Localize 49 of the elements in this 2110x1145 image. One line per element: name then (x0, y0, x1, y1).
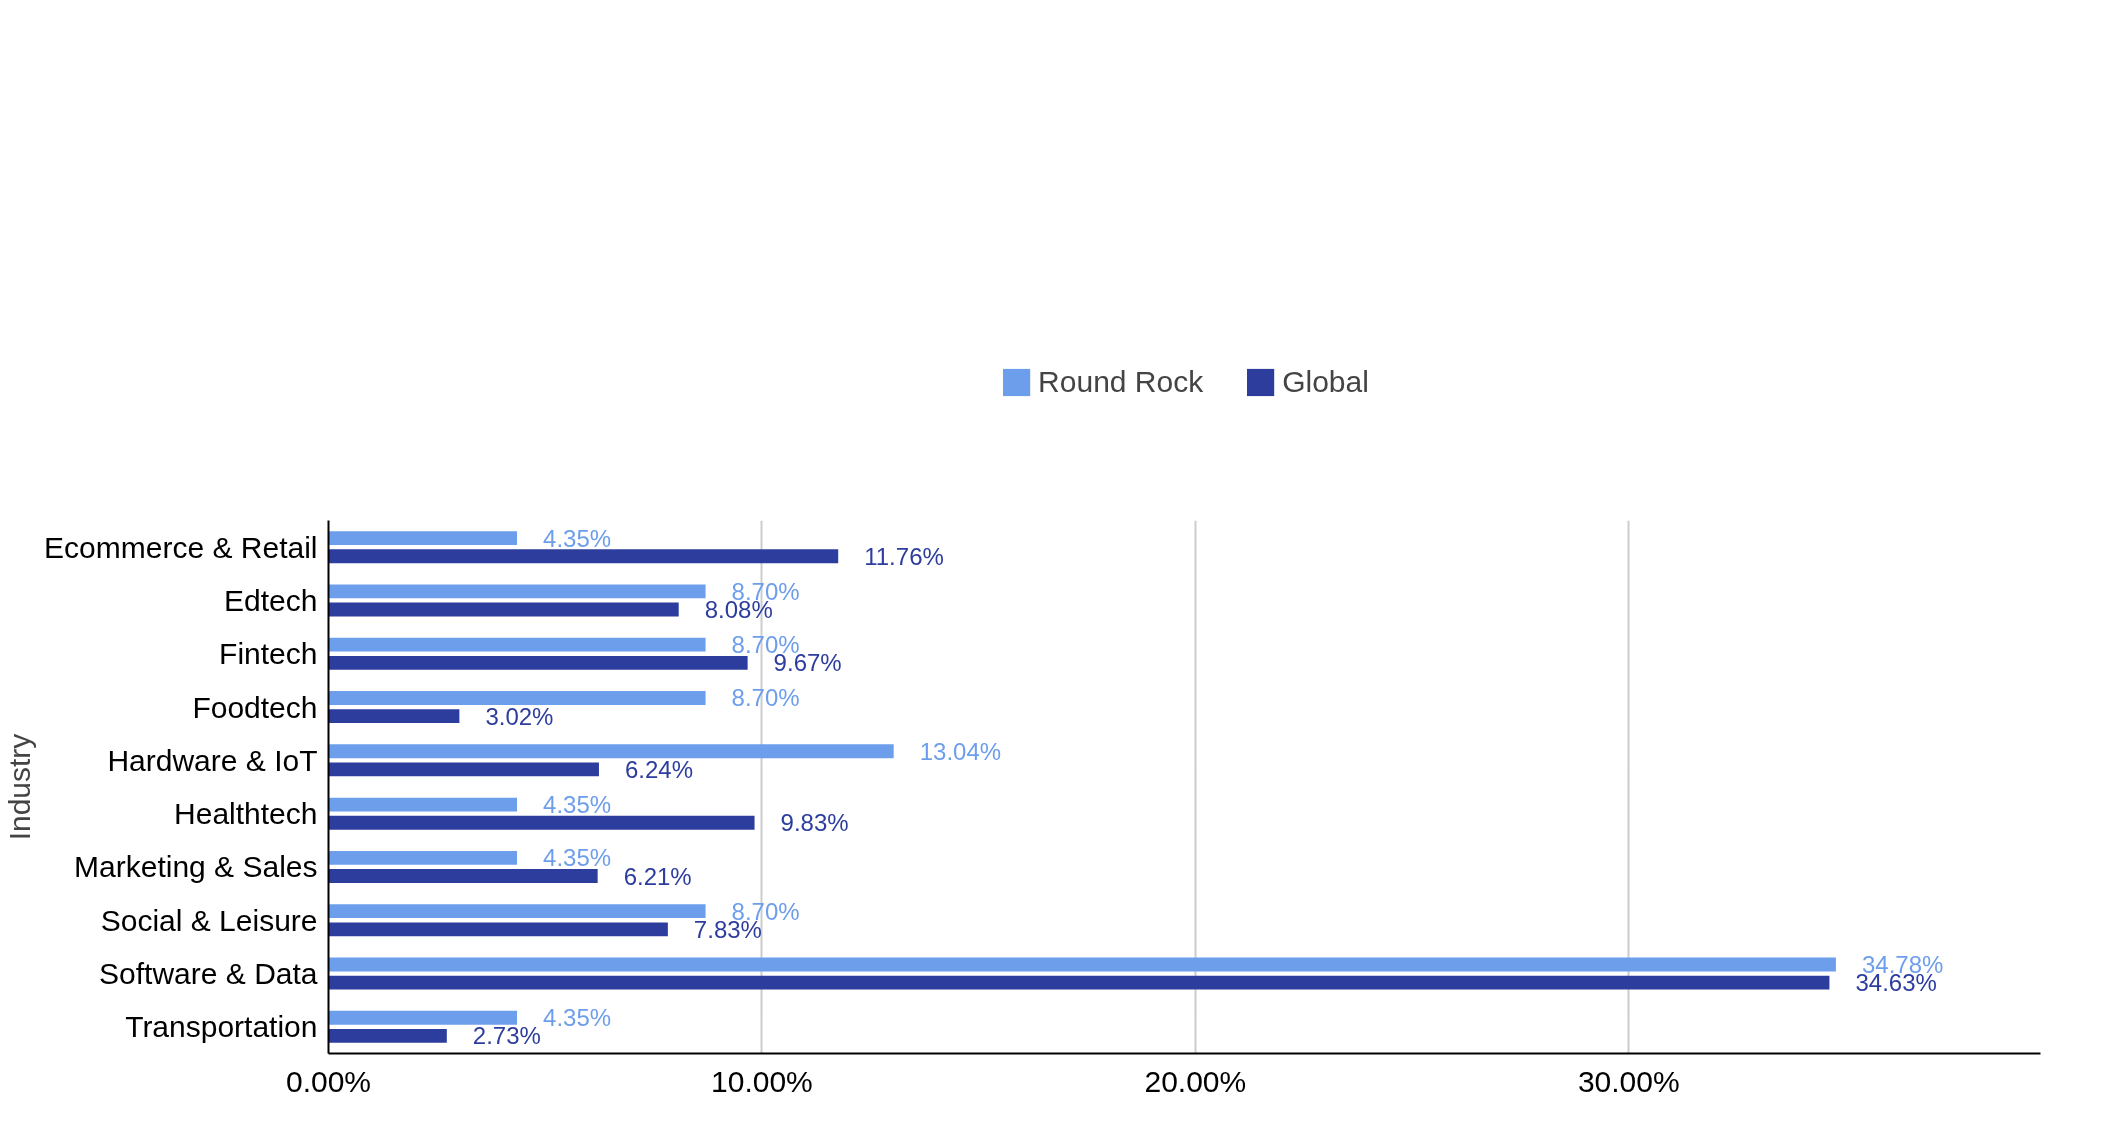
data-label: 6.21% (623, 862, 692, 890)
bar (328, 922, 668, 937)
y-axis-title: Industry (3, 733, 37, 841)
data-label: 4.35% (543, 524, 612, 552)
x-tick-label: 10.00% (711, 1064, 813, 1098)
data-label: 6.24% (624, 755, 694, 783)
legend-label: Round Rock (1038, 364, 1204, 399)
data-label: 4.35% (543, 1004, 612, 1032)
data-label: 11.76% (864, 542, 944, 570)
y-tick-label: Transportation (125, 1010, 318, 1044)
legend-label: Global (1282, 364, 1369, 399)
y-tick-label: Healthtech (174, 797, 318, 831)
x-tick-label: 20.00% (1144, 1064, 1247, 1098)
y-tick-label: Marketing & Sales (74, 850, 318, 884)
y-tick-label: Foodtech (192, 690, 318, 724)
bar (328, 691, 706, 705)
bar (328, 975, 1830, 990)
bar (328, 744, 894, 759)
bar (328, 957, 1836, 972)
y-tick-label: Hardware & IoT (107, 743, 318, 777)
bar (328, 709, 460, 724)
y-tick-label: Social & Leisure (100, 903, 318, 937)
bar (328, 602, 679, 617)
y-tick-label: Software & Data (99, 957, 318, 991)
bar (328, 549, 839, 564)
bar (328, 1028, 447, 1043)
bar (328, 869, 598, 883)
bar (328, 637, 706, 652)
data-label: 3.02% (485, 702, 554, 730)
data-label: 2.73% (472, 1022, 541, 1050)
data-label: 13.04% (919, 737, 1002, 765)
bar (328, 797, 518, 812)
bar (328, 904, 706, 919)
y-tick-label: Ecommerce & Retail (44, 530, 318, 564)
bar (328, 655, 748, 670)
y-tick-label: Fintech (219, 637, 318, 671)
data-label: 4.35% (543, 844, 612, 872)
data-label: 8.70% (731, 684, 800, 712)
bar (328, 815, 755, 830)
data-label: 9.83% (780, 809, 849, 837)
bar (328, 850, 518, 865)
x-tick-label: 30.00% (1577, 1064, 1680, 1098)
bar (328, 762, 599, 777)
bar (328, 1010, 518, 1025)
data-label: 4.35% (543, 791, 612, 819)
x-tick-label: 0.00% (285, 1064, 372, 1098)
bar (328, 584, 706, 599)
bar (328, 531, 518, 546)
y-tick-label: Edtech (224, 583, 318, 617)
